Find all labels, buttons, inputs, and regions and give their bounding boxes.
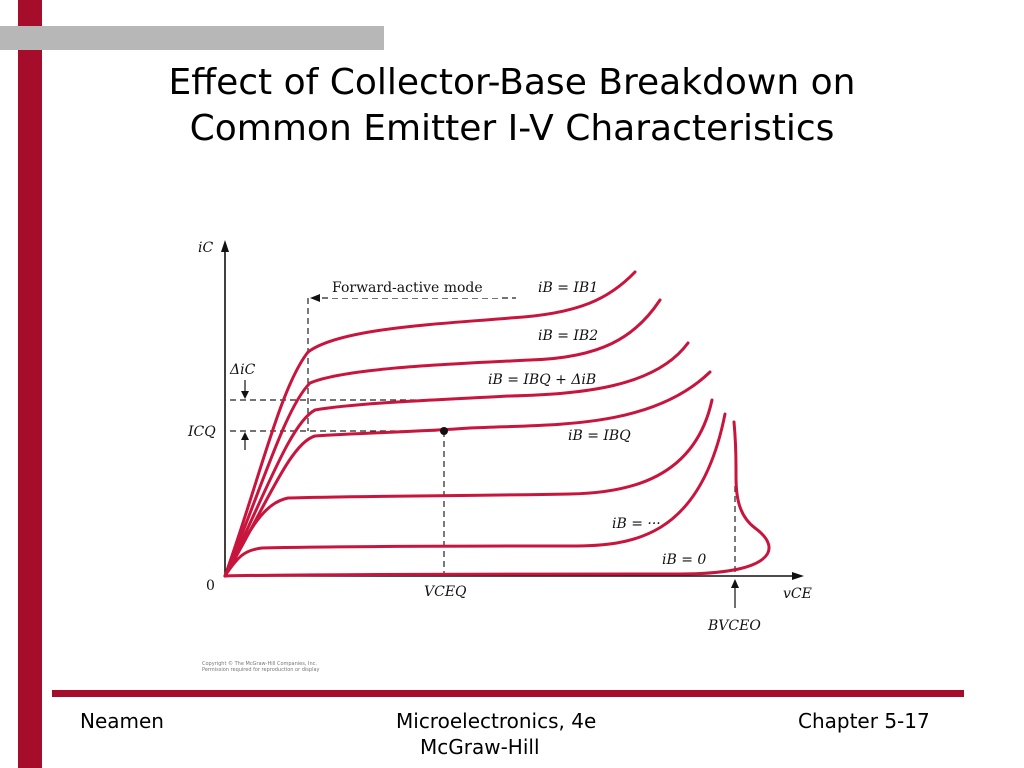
footer-rule: [52, 690, 964, 697]
curve-ib-dots: [223, 398, 714, 578]
mode-label-background: [328, 278, 500, 298]
icq-label: ICQ: [187, 424, 216, 440]
footer-chapter: Chapter 5-17: [798, 709, 930, 733]
footer-publisher: McGraw-Hill: [420, 735, 540, 759]
x-axis-label: vCE: [783, 586, 812, 602]
y-axis-label: iC: [198, 240, 213, 256]
curve-ibq: [223, 370, 712, 578]
top-gray-bar: [0, 26, 384, 50]
curve-label-ib1: iB = IB1: [538, 280, 598, 296]
curve-label-ib-dots: iB = ···: [612, 516, 661, 532]
delta-ic-arrowhead-bottom: [241, 432, 249, 440]
slide-title: Effect of Collector-Base Breakdown on Co…: [80, 60, 944, 152]
curve-label-ibq-plus-delta: iB = IBQ + ΔiB: [488, 372, 596, 388]
y-axis-arrowhead: [221, 240, 229, 252]
footer-book: Microelectronics, 4e McGraw-Hill: [396, 708, 656, 760]
title-line-2: Common Emitter I-V Characteristics: [189, 108, 835, 149]
curve-label-ib2: iB = IB2: [538, 328, 598, 344]
q-point: [440, 427, 448, 435]
curve-ib-zero: [223, 420, 771, 578]
left-accent-bar: [18, 0, 42, 768]
copyright-line-2: Permission required for reproduction or …: [202, 667, 320, 673]
bvceo-arrowhead: [731, 579, 739, 588]
x-axis-arrowhead: [792, 572, 804, 580]
mode-label: Forward-active mode: [332, 280, 483, 296]
title-line-1: Effect of Collector-Base Breakdown on: [168, 62, 856, 103]
curve-ib-5: [223, 412, 727, 578]
origin-label: 0: [206, 578, 215, 594]
ic-vce-characteristics-diagram: Forward-active mode iC vCE 0 ΔiC ICQ VCE…: [187, 240, 812, 673]
footer-author: Neamen: [80, 709, 164, 733]
footer-book-title: Microelectronics, 4e: [396, 709, 597, 733]
curve-label-ib-zero: iB = 0: [662, 552, 706, 568]
curve-ib1: [223, 270, 637, 578]
forward-active-arrowhead: [310, 294, 320, 302]
curve-label-ibq: iB = IBQ: [568, 428, 631, 444]
delta-ic-arrowhead-top: [241, 391, 249, 399]
curve-ib2: [223, 298, 662, 578]
vceq-label: VCEQ: [424, 584, 467, 600]
bvceo-label: BVCEO: [707, 618, 761, 634]
curve-ibq-plus-delta: [223, 341, 690, 578]
copyright-line-1: Copyright © The McGraw-Hill Companies, I…: [202, 660, 317, 667]
delta-ic-label: ΔiC: [229, 362, 256, 378]
